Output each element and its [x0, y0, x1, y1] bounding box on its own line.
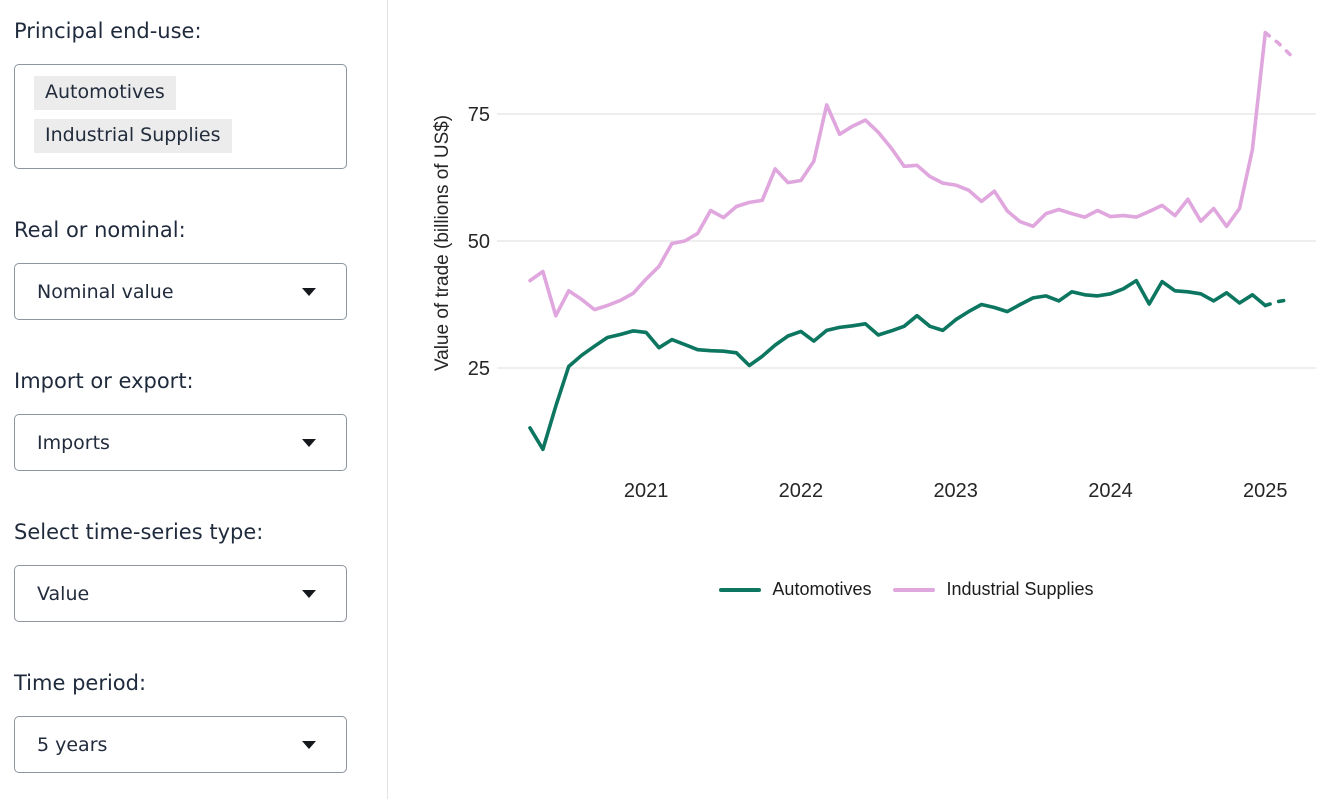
- field-real-or-nominal: Real or nominal: Nominal value: [14, 217, 347, 320]
- chevron-down-icon: [302, 740, 316, 749]
- trade-chart-panel: 25 50 75 Value of trade (billions of US$) 20…: [389, 0, 1339, 799]
- chart-legend: Automotives Industrial Supplies: [497, 579, 1316, 600]
- field-time-period: Time period: 5 years: [14, 670, 347, 773]
- y-axis-title: Value of trade (billions of US$): [432, 115, 453, 371]
- line-industrial-supplies-dashed: [1263, 30, 1293, 58]
- principal-end-use-multiselect[interactable]: Automotives Industrial Supplies: [14, 64, 347, 169]
- field-import-or-export: Import or export: Imports: [14, 368, 347, 471]
- time-series-type-label: Select time-series type:: [14, 520, 264, 544]
- chevron-down-icon: [302, 287, 316, 296]
- x-tick-label-2025: 2025: [1243, 480, 1288, 502]
- chevron-down-icon: [302, 589, 316, 598]
- x-tick-label-2024: 2024: [1088, 480, 1133, 502]
- legend-item-industrial-supplies[interactable]: Industrial Supplies: [893, 579, 1094, 600]
- x-tick-label-2021: 2021: [624, 480, 669, 502]
- chevron-down-icon: [302, 438, 316, 447]
- filters-sidebar: Principal end-use: Automotives Industria…: [0, 0, 388, 799]
- legend-label-industrial-supplies: Industrial Supplies: [946, 579, 1094, 599]
- selected-option-automotives[interactable]: Automotives: [34, 76, 176, 110]
- import-or-export-label: Import or export:: [14, 369, 194, 393]
- time-period-select[interactable]: 5 years: [14, 716, 347, 773]
- selected-option-industrial-supplies[interactable]: Industrial Supplies: [34, 119, 232, 153]
- legend-swatch-automotives: [719, 587, 762, 592]
- y-tick-label-50: 50: [468, 231, 490, 253]
- field-principal-end-use: Principal end-use: Automotives Industria…: [14, 18, 347, 169]
- import-or-export-select[interactable]: Imports: [14, 414, 347, 471]
- line-industrial-supplies: [528, 30, 1268, 318]
- y-tick-label-75: 75: [468, 104, 490, 126]
- import-or-export-value: Imports: [37, 431, 110, 454]
- x-tick-label-2023: 2023: [933, 480, 978, 502]
- real-or-nominal-label: Real or nominal:: [14, 218, 186, 242]
- principal-end-use-label: Principal end-use:: [14, 19, 202, 43]
- legend-swatch-industrial-supplies: [893, 587, 936, 592]
- time-series-type-select[interactable]: Value: [14, 565, 347, 622]
- time-series-type-value: Value: [37, 582, 90, 605]
- real-or-nominal-value: Nominal value: [37, 280, 174, 303]
- time-period-value: 5 years: [37, 733, 108, 756]
- trade-line-chart: 25 50 75 Value of trade (billions of US$) 20…: [432, 30, 1316, 502]
- y-tick-label-25: 25: [468, 358, 490, 380]
- x-tick-label-2022: 2022: [779, 480, 824, 502]
- real-or-nominal-select[interactable]: Nominal value: [14, 263, 347, 320]
- legend-item-automotives[interactable]: Automotives: [719, 579, 871, 600]
- time-period-label: Time period:: [14, 671, 147, 695]
- line-automotives: [528, 278, 1268, 452]
- legend-label-automotives: Automotives: [772, 579, 872, 599]
- field-time-series-type: Select time-series type: Value: [14, 519, 347, 622]
- line-automotives-dashed: [1263, 297, 1293, 308]
